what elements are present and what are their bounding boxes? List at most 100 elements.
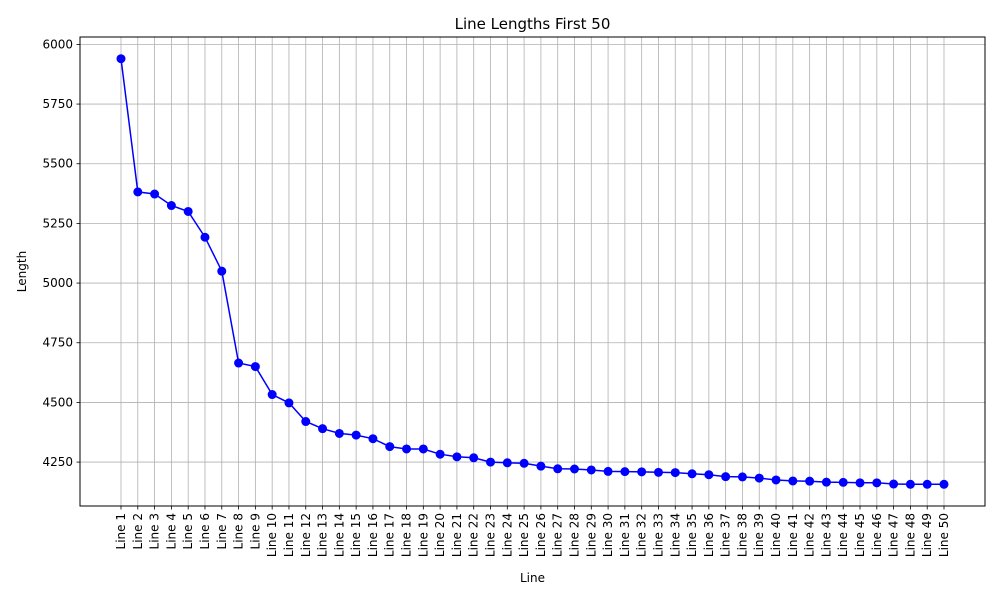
y-tick-label: 5000 — [42, 276, 73, 290]
chart-title: Line Lengths First 50 — [455, 15, 611, 33]
x-tick-label: Line 22 — [467, 513, 481, 557]
data-point — [334, 428, 344, 438]
x-tick-label: Line 23 — [484, 513, 498, 557]
x-tick-label: Line 37 — [719, 513, 733, 557]
x-tick-label: Line 15 — [349, 513, 363, 557]
data-point — [183, 206, 193, 216]
y-tick-label: 6000 — [42, 37, 73, 51]
data-point — [217, 266, 227, 276]
x-tick-label: Line 47 — [887, 513, 901, 557]
x-tick-label: Line 6 — [198, 513, 212, 549]
data-point — [737, 472, 747, 482]
data-point — [553, 464, 563, 474]
data-point — [267, 390, 277, 400]
x-tick-label: Line 33 — [651, 513, 665, 557]
x-tick-label: Line 34 — [668, 513, 682, 557]
x-tick-label: Line 40 — [769, 513, 783, 557]
data-point — [603, 466, 613, 476]
y-axis-ticks: 4250 4500 4750 5000 5250 5500 5750 6000 — [42, 37, 80, 469]
x-tick-label: Line 42 — [803, 513, 817, 557]
data-point — [569, 464, 579, 474]
x-tick-label: Line 5 — [181, 513, 195, 549]
x-tick-label: Line 44 — [836, 513, 850, 557]
x-tick-label: Line 50 — [937, 513, 951, 557]
data-point — [586, 465, 596, 475]
y-tick-label: 4250 — [42, 455, 73, 469]
data-point — [653, 467, 663, 477]
x-tick-label: Line 4 — [164, 513, 178, 549]
data-point — [200, 232, 210, 242]
data-point — [502, 458, 512, 468]
data-point — [234, 358, 244, 368]
x-tick-label: Line 21 — [450, 513, 464, 557]
data-point — [116, 54, 126, 64]
data-point — [872, 478, 882, 488]
data-point — [754, 473, 764, 483]
plot-frame — [79, 36, 986, 507]
data-point — [805, 476, 815, 486]
x-tick-label: Line 28 — [567, 513, 581, 557]
x-tick-label: Line 9 — [248, 513, 262, 549]
data-point — [889, 479, 899, 489]
data-point — [721, 472, 731, 482]
x-tick-label: Line 49 — [920, 513, 934, 557]
x-tick-label: Line 29 — [584, 513, 598, 557]
y-tick-label: 4500 — [42, 395, 73, 409]
data-point — [536, 461, 546, 471]
x-tick-label: Line 31 — [618, 513, 632, 557]
x-tick-label: Line 13 — [316, 513, 330, 557]
x-tick-label: Line 25 — [517, 513, 531, 557]
series-line — [120, 58, 944, 486]
x-tick-label: Line 27 — [551, 513, 565, 557]
x-tick-label: Line 10 — [265, 513, 279, 557]
data-point — [620, 467, 630, 477]
x-tick-label: Line 8 — [232, 513, 246, 549]
x-tick-label: Line 24 — [500, 513, 514, 557]
data-point — [939, 479, 949, 489]
data-point — [301, 417, 311, 427]
x-tick-label: Line 3 — [148, 513, 162, 549]
data-point — [905, 479, 915, 489]
y-tick-label: 5750 — [42, 97, 73, 111]
x-tick-label: Line 38 — [735, 513, 749, 557]
data-point — [166, 201, 176, 211]
data-point — [452, 452, 462, 462]
data-point — [133, 187, 143, 197]
data-point — [284, 398, 294, 408]
x-tick-label: Line 12 — [299, 513, 313, 557]
data-point — [402, 444, 412, 454]
data-point — [150, 189, 160, 199]
y-tick-label: 5500 — [42, 157, 73, 171]
series-line-lengths — [116, 54, 949, 489]
data-point — [351, 430, 361, 440]
data-point — [486, 457, 496, 467]
data-point — [368, 434, 378, 444]
data-point — [637, 467, 647, 477]
x-tick-label: Line 46 — [870, 513, 884, 557]
data-point — [821, 477, 831, 487]
data-point — [385, 442, 395, 452]
x-tick-label: Line 43 — [819, 513, 833, 557]
x-tick-label: Line 26 — [534, 513, 548, 557]
data-point — [318, 424, 328, 434]
x-tick-label: Line 20 — [433, 513, 447, 557]
data-point — [704, 470, 714, 480]
x-tick-label: Line 45 — [853, 513, 867, 557]
x-tick-label: Line 1 — [114, 513, 128, 549]
data-point — [469, 453, 479, 463]
data-point — [519, 458, 529, 468]
data-point — [670, 468, 680, 478]
x-tick-label: Line 7 — [215, 513, 229, 549]
x-tick-label: Line 48 — [903, 513, 917, 557]
x-tick-label: Line 19 — [416, 513, 430, 557]
y-tick-label: 4750 — [42, 336, 73, 350]
data-point — [771, 475, 781, 485]
data-point — [250, 362, 260, 372]
x-tick-label: Line 41 — [786, 513, 800, 557]
grid-lines — [80, 37, 985, 506]
x-tick-label: Line 17 — [383, 513, 397, 557]
x-axis-label: Line — [520, 571, 545, 585]
x-tick-label: Line 39 — [752, 513, 766, 557]
x-tick-label: Line 11 — [282, 513, 296, 557]
